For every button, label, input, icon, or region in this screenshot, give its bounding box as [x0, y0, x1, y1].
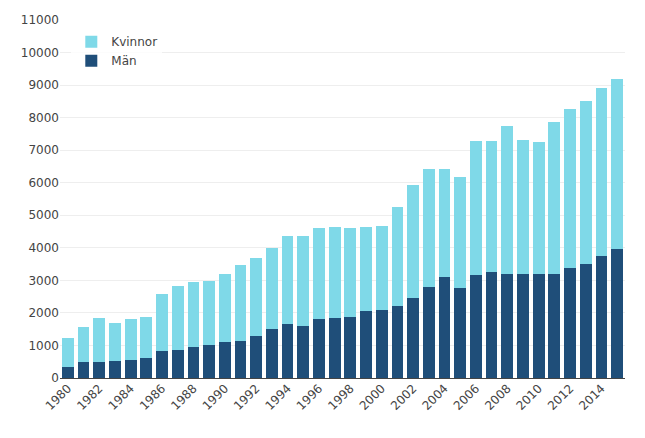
svg-text:7000: 7000 [28, 143, 59, 157]
svg-text:2004: 2004 [419, 381, 450, 412]
svg-text:Män: Män [111, 54, 136, 68]
svg-text:1984: 1984 [105, 381, 136, 412]
svg-text:3000: 3000 [28, 274, 59, 288]
svg-text:1998: 1998 [325, 381, 356, 412]
svg-text:2000: 2000 [357, 381, 388, 412]
svg-text:11000: 11000 [21, 13, 59, 27]
svg-text:1980: 1980 [43, 381, 74, 412]
svg-text:10000: 10000 [21, 46, 59, 60]
svg-text:2014: 2014 [576, 381, 607, 412]
svg-text:1992: 1992 [231, 381, 262, 412]
svg-text:2006: 2006 [451, 381, 482, 412]
svg-text:2008: 2008 [482, 381, 513, 412]
svg-text:1996: 1996 [294, 381, 325, 412]
svg-text:1982: 1982 [74, 381, 105, 412]
svg-text:Kvinnor: Kvinnor [111, 35, 157, 49]
svg-text:1994: 1994 [262, 381, 293, 412]
svg-text:6000: 6000 [28, 176, 59, 190]
svg-text:1990: 1990 [200, 381, 231, 412]
svg-text:5000: 5000 [28, 208, 59, 222]
svg-text:9000: 9000 [28, 78, 59, 92]
svg-text:2002: 2002 [388, 381, 419, 412]
svg-text:1000: 1000 [28, 339, 59, 353]
svg-text:1988: 1988 [168, 381, 199, 412]
svg-text:2010: 2010 [514, 381, 545, 412]
svg-text:2000: 2000 [28, 306, 59, 320]
svg-text:8000: 8000 [28, 111, 59, 125]
svg-text:2012: 2012 [545, 381, 576, 412]
svg-text:1986: 1986 [137, 381, 168, 412]
svg-text:4000: 4000 [28, 241, 59, 255]
svg-text:0: 0 [51, 371, 59, 385]
